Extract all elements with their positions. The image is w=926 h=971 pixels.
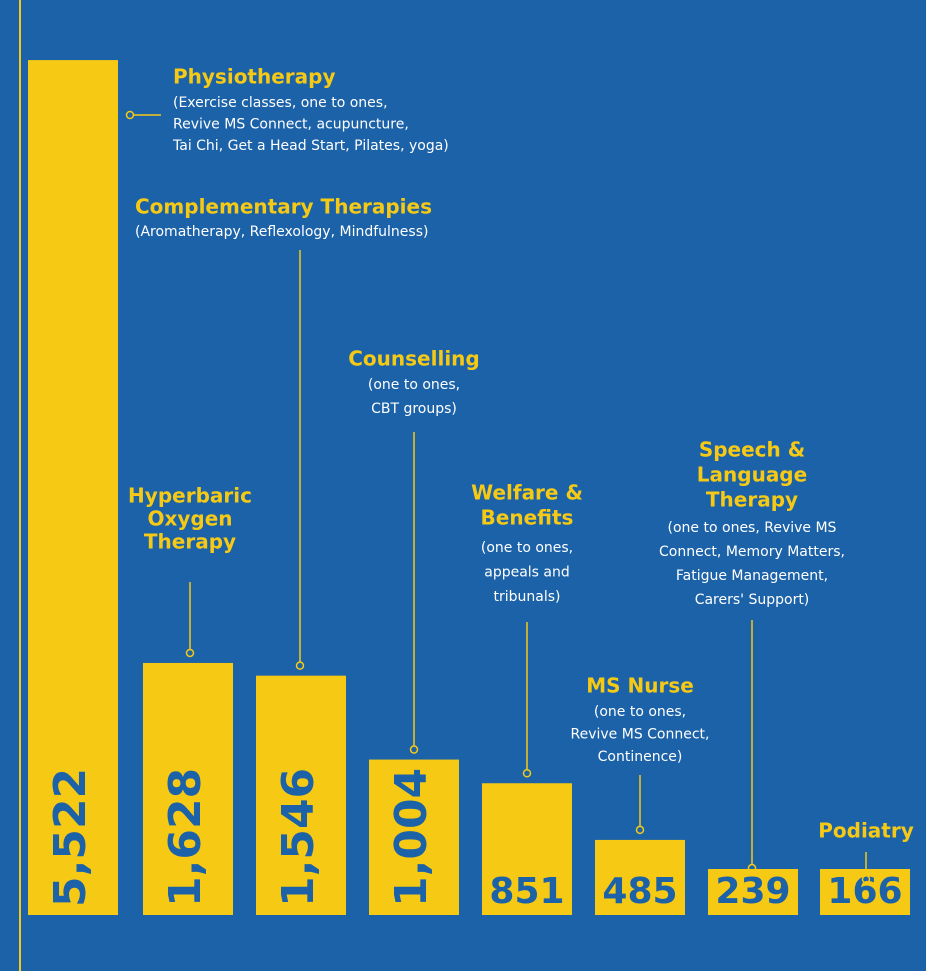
category-description: Revive MS Connect, (571, 727, 710, 743)
value-label: 851 (489, 871, 564, 912)
bar (28, 60, 118, 916)
value-label: 166 (827, 871, 902, 912)
leader-dot (295, 661, 305, 670)
value-label: 239 (715, 871, 790, 912)
category-description: tribunals) (494, 589, 561, 605)
category-label: Podiatry (818, 819, 914, 843)
bar (143, 662, 233, 915)
leader-dot (125, 110, 135, 120)
leader-dot (861, 875, 871, 884)
category-description: (one to ones, Revive MS (668, 520, 837, 536)
category-description: Tai Chi, Get a Head Start, Pilates, yoga… (172, 138, 449, 154)
leader-dot (185, 648, 195, 658)
bar (369, 759, 459, 915)
value-label: 1,628 (160, 768, 211, 907)
category-label: Language (697, 463, 807, 487)
category-label: Therapy (706, 488, 798, 512)
value-label-box (595, 869, 685, 915)
category-description: (one to ones, (594, 704, 686, 720)
category-label: Counselling (348, 347, 479, 371)
category-description: Carers' Support) (695, 592, 810, 608)
category-label: Welfare & (471, 481, 583, 505)
category-label: MS Nurse (586, 674, 694, 698)
category-description: Revive MS Connect, acupuncture, (173, 117, 409, 133)
leader-dot (409, 745, 419, 754)
category-label: Oxygen (147, 507, 232, 531)
category-label: Hyperbaric (128, 484, 252, 508)
value-label: 1,546 (273, 768, 324, 907)
bar (256, 675, 346, 915)
category-description: CBT groups) (371, 401, 457, 417)
leader-dot (747, 863, 757, 873)
category-description: Continence) (598, 749, 683, 765)
value-label: 1,004 (386, 768, 437, 907)
category-label: Complementary Therapies (135, 195, 432, 219)
value-label-box (708, 869, 798, 915)
category-label: Benefits (481, 506, 574, 530)
category-description: (Aromatherapy, Reflexology, Mindfulness) (135, 224, 428, 240)
category-description: (one to ones, (368, 377, 460, 393)
category-description: Connect, Memory Matters, (659, 544, 845, 560)
value-label: 5,522 (45, 768, 96, 907)
value-label: 485 (602, 871, 677, 912)
value-label-box (820, 869, 910, 915)
category-label: Physiotherapy (173, 65, 336, 89)
category-label: Therapy (144, 530, 236, 554)
leader-dot (522, 768, 532, 778)
category-description: (Exercise classes, one to ones, (173, 95, 388, 111)
leader-dot (635, 825, 645, 835)
category-description: (one to ones, (481, 540, 573, 556)
category-description: appeals and (484, 565, 570, 581)
category-description: Fatigue Management, (676, 568, 828, 584)
value-label-box (482, 869, 572, 915)
category-label: Speech & (699, 438, 805, 462)
